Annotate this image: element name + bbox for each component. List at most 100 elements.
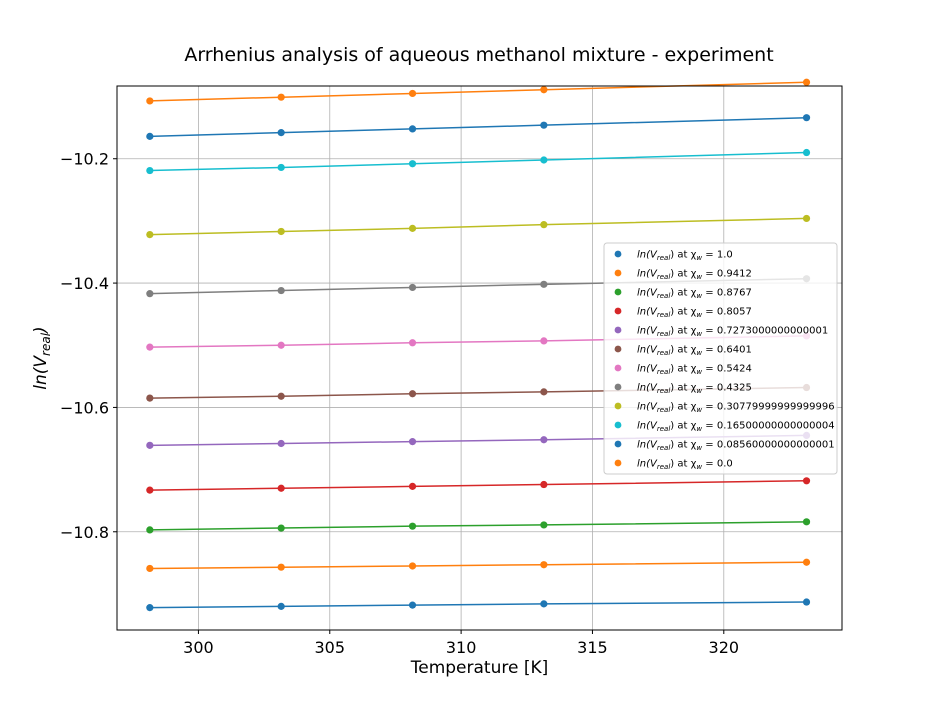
data-point <box>146 441 154 449</box>
legend-label-prefix: ln(V <box>637 364 658 375</box>
legend: ln(Vreal) at χw = 1.0ln(Vreal) at χw = 0… <box>603 242 838 475</box>
series-0 <box>146 598 811 612</box>
data-point <box>540 600 548 608</box>
legend-label: ln(Vreal) at χw = 0.08560000000000001 <box>637 440 835 453</box>
x-tick-label: 315 <box>577 638 608 657</box>
legend-label-prefix: ln(V <box>637 307 658 318</box>
legend-label-prefix: ln(V <box>637 250 658 261</box>
y-axis-label: ln(Vreal) <box>31 326 53 389</box>
series-9 <box>146 148 811 175</box>
legend-label-sub: real <box>657 292 670 300</box>
data-point <box>146 486 154 494</box>
legend-label-sub: real <box>657 425 670 433</box>
y-axis-label-base: ln(V <box>31 355 51 390</box>
legend-label-sub: real <box>657 387 670 395</box>
series-1 <box>146 558 811 573</box>
legend-label-chi-sub: w <box>696 463 702 471</box>
legend-marker <box>614 288 622 296</box>
legend-label: ln(Vreal) at χw = 0.6401 <box>637 345 752 358</box>
data-point <box>146 564 154 573</box>
data-point <box>277 129 285 137</box>
data-point <box>540 436 548 444</box>
data-point <box>408 522 417 530</box>
legend-label-mid: ) at χ <box>670 288 696 299</box>
legend-marker <box>614 307 622 315</box>
chart-title: Arrhenius analysis of aqueous methanol m… <box>184 44 773 66</box>
data-point <box>277 392 285 400</box>
legend-label: ln(Vreal) at χw = 0.9412 <box>637 269 752 282</box>
legend-label-mid: ) at χ <box>670 421 696 432</box>
series-line <box>149 521 807 531</box>
legend-label-mid: ) at χ <box>670 345 696 356</box>
series-11 <box>146 78 811 105</box>
data-point <box>408 438 417 446</box>
legend-label-mid: ) at χ <box>670 326 696 337</box>
legend-label: ln(Vreal) at χw = 0.0 <box>637 459 733 472</box>
legend-label-chi-sub: w <box>696 387 702 395</box>
data-point <box>277 227 285 236</box>
legend-label-value: 0.7273000000000001 <box>717 326 828 337</box>
legend-label-eq: = <box>702 364 717 375</box>
data-point <box>277 163 285 172</box>
legend-label-mid: ) at χ <box>670 250 696 261</box>
legend-label-chi-sub: w <box>696 273 702 281</box>
series-line <box>149 561 807 570</box>
data-point <box>408 224 417 232</box>
x-tick-label: 305 <box>314 638 345 657</box>
data-point <box>146 394 154 402</box>
y-tick-label: −10.8 <box>60 523 109 542</box>
y-tick-label: −10.2 <box>60 150 109 169</box>
y-axis-label-sub: real <box>39 332 53 356</box>
legend-label-prefix: ln(V <box>637 383 658 394</box>
data-point <box>802 477 811 485</box>
legend-label-eq: = <box>702 307 717 318</box>
legend-marker <box>614 269 622 277</box>
data-point <box>408 482 417 490</box>
data-point <box>277 602 285 610</box>
legend-label-value: 0.0 <box>717 459 733 470</box>
legend-marker <box>614 364 622 372</box>
legend-label-eq: = <box>702 269 717 280</box>
legend-label-eq: = <box>702 421 717 432</box>
data-point <box>802 558 811 566</box>
legend-label-prefix: ln(V <box>637 288 658 299</box>
data-point <box>540 221 548 229</box>
data-point <box>540 280 548 288</box>
data-point <box>408 339 417 347</box>
legend-label-value: 1.0 <box>717 250 733 261</box>
legend-label-value: 0.9412 <box>717 269 752 280</box>
legend-label-chi-sub: w <box>696 368 702 376</box>
data-point <box>277 524 285 532</box>
legend-marker <box>614 402 622 410</box>
legend-label-value: 0.08560000000000001 <box>717 440 835 451</box>
x-tick-label: 310 <box>446 638 477 657</box>
legend-label-value: 0.6401 <box>717 345 752 356</box>
data-point <box>408 562 417 570</box>
legend-label: ln(Vreal) at χw = 0.30779999999999996 <box>637 402 835 415</box>
data-point <box>408 160 417 168</box>
legend-label-sub: real <box>657 463 670 471</box>
data-point <box>408 601 417 609</box>
series-line <box>149 116 807 138</box>
x-axis-label: Temperature [K] <box>410 658 549 678</box>
legend-label-eq: = <box>702 440 717 451</box>
legend-label-eq: = <box>702 402 717 413</box>
data-point <box>540 480 548 489</box>
legend-label-chi-sub: w <box>696 406 702 414</box>
y-tick-label: −10.4 <box>60 274 109 293</box>
legend-label: ln(Vreal) at χw = 0.16500000000000004 <box>637 421 835 434</box>
legend-label-value: 0.8057 <box>717 307 752 318</box>
data-point <box>146 132 154 140</box>
data-point <box>277 93 285 101</box>
legend-label-value: 0.16500000000000004 <box>717 421 835 432</box>
legend-label-prefix: ln(V <box>637 440 658 451</box>
data-point <box>277 341 285 349</box>
series-2 <box>146 518 811 534</box>
data-point <box>146 97 154 105</box>
legend-label-chi-sub: w <box>696 330 702 338</box>
legend-marker <box>614 421 622 429</box>
data-point <box>408 89 417 98</box>
series-line <box>149 217 807 236</box>
data-point <box>277 484 285 492</box>
legend-marker <box>614 459 622 467</box>
